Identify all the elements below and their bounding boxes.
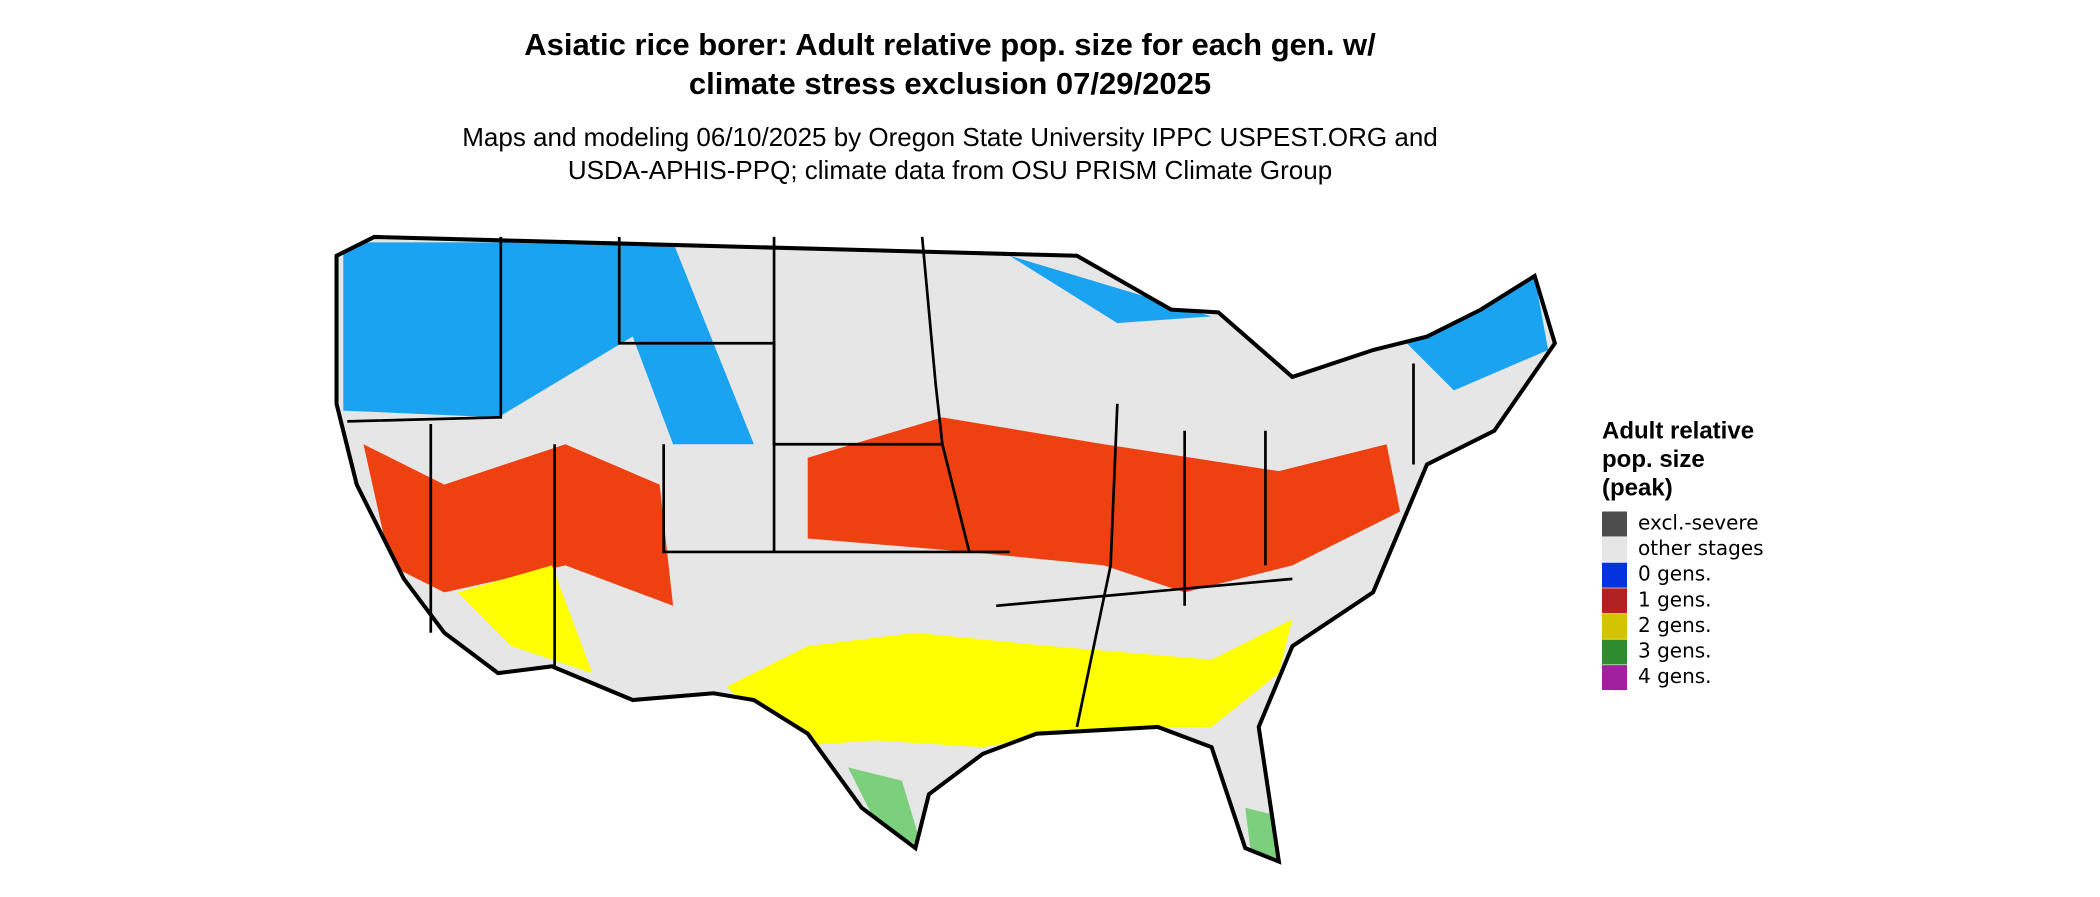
legend-swatch <box>1602 511 1627 537</box>
subtitle: USDA-APHIS-PPQ; climate data from OSU PR… <box>568 155 1332 185</box>
legend-title: pop. size <box>1602 446 1705 473</box>
legend-swatch <box>1602 613 1627 639</box>
region-blue <box>1400 275 1549 391</box>
legend-label: 1 gens. <box>1638 587 1712 611</box>
us-outline <box>334 234 1558 865</box>
legend-label: 3 gens. <box>1638 639 1712 663</box>
legend-swatch <box>1602 665 1627 691</box>
legend-swatch <box>1602 562 1627 588</box>
region-green <box>848 767 923 849</box>
map <box>334 234 1558 865</box>
legend-label: 4 gens. <box>1638 664 1712 688</box>
subtitle: Maps and modeling 06/10/2025 by Oregon S… <box>462 122 1438 152</box>
region-yellow <box>726 619 1293 748</box>
legend-label: other stages <box>1638 536 1764 560</box>
title: Asiatic rice borer: Adult relative pop. … <box>524 27 1376 62</box>
legend-swatch <box>1602 537 1627 563</box>
state-borders <box>347 236 1415 728</box>
region-blue <box>1009 255 1212 324</box>
legend-label: 2 gens. <box>1638 613 1712 637</box>
title: climate stress exclusion 07/29/2025 <box>689 66 1211 101</box>
region-red <box>807 417 1401 593</box>
region-blue <box>343 242 754 445</box>
legend-swatch <box>1602 588 1627 614</box>
region-red <box>363 444 674 606</box>
legend-swatch <box>1602 639 1627 665</box>
legend-label: excl.-severe <box>1638 511 1759 535</box>
region-green <box>1245 807 1279 862</box>
legend-label: 0 gens. <box>1638 562 1712 586</box>
legend-title: Adult relative <box>1602 417 1754 444</box>
region-yellow <box>457 565 593 674</box>
legend-title: (peak) <box>1602 474 1673 501</box>
